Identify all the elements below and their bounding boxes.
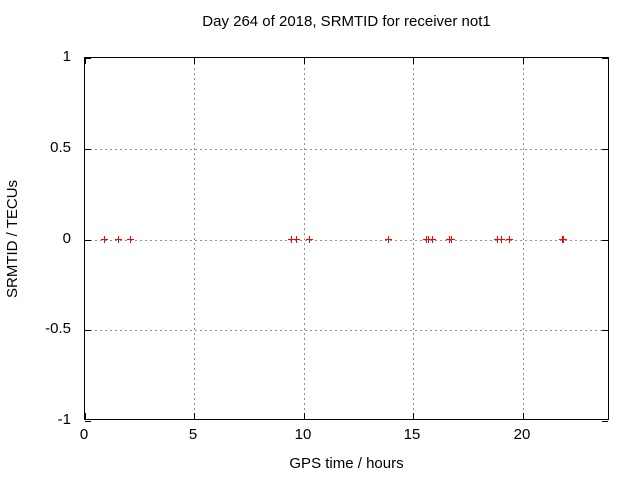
chart-title: Day 264 of 2018, SRMTID for receiver not… [202, 13, 491, 30]
data-point-marker [293, 236, 300, 243]
marker-vertical-stroke [432, 236, 433, 243]
data-point-marker [127, 236, 134, 243]
marker-vertical-stroke [309, 236, 310, 243]
plot-area [84, 57, 609, 422]
data-point-marker [115, 236, 122, 243]
y-gridline [85, 240, 608, 241]
x-tick-mark [523, 58, 524, 64]
y-gridline [85, 149, 608, 150]
data-point-marker [306, 236, 313, 243]
x-tick-mark [304, 413, 305, 419]
data-point-marker [429, 236, 436, 243]
marker-vertical-stroke [451, 236, 452, 243]
x-tick-mark [85, 58, 86, 64]
marker-vertical-stroke [428, 236, 429, 243]
y-tick-mark [602, 421, 608, 422]
y-tick-mark [85, 421, 91, 422]
y-tick-label: 0.5 [50, 139, 71, 156]
marker-vertical-stroke [118, 236, 119, 243]
y-tick-label: -0.5 [45, 320, 71, 337]
x-gridline [194, 58, 195, 419]
x-tick-mark [523, 413, 524, 419]
x-tick-label: 10 [294, 426, 312, 443]
data-point-marker [101, 236, 108, 243]
marker-vertical-stroke [497, 236, 498, 243]
marker-vertical-stroke [563, 236, 564, 243]
y-tick-label: 0 [62, 230, 71, 247]
y-tick-mark [85, 149, 91, 150]
data-point-marker [560, 236, 567, 243]
y-tick-mark [602, 58, 608, 59]
data-point-marker [385, 236, 392, 243]
y-gridline [85, 330, 608, 331]
y-tick-label: 1 [62, 48, 71, 65]
x-tick-label: 5 [188, 426, 198, 443]
y-tick-mark [85, 330, 91, 331]
x-tick-mark [194, 413, 195, 419]
y-tick-label: -1 [57, 411, 71, 428]
x-tick-mark [85, 413, 86, 419]
marker-vertical-stroke [388, 236, 389, 243]
y-tick-mark [85, 58, 91, 59]
x-tick-mark [413, 58, 414, 64]
data-point-marker [498, 236, 505, 243]
marker-vertical-stroke [291, 236, 292, 243]
marker-vertical-stroke [130, 236, 131, 243]
y-tick-mark [85, 240, 91, 241]
x-axis-title: GPS time / hours [289, 455, 404, 472]
data-point-marker [506, 236, 513, 243]
x-gridline [304, 58, 305, 419]
marker-vertical-stroke [509, 236, 510, 243]
x-tick-mark [304, 58, 305, 64]
x-gridline [523, 58, 524, 419]
data-point-marker [494, 236, 501, 243]
x-gridline [413, 58, 414, 419]
marker-vertical-stroke [296, 236, 297, 243]
x-tick-label: 15 [403, 426, 421, 443]
y-tick-mark [602, 240, 608, 241]
data-point-marker [288, 236, 295, 243]
y-tick-mark [602, 149, 608, 150]
data-point-marker [425, 236, 432, 243]
marker-vertical-stroke [501, 236, 502, 243]
data-point-marker [448, 236, 455, 243]
x-tick-label: 20 [513, 426, 531, 443]
x-tick-mark [413, 413, 414, 419]
x-tick-label: 0 [79, 426, 89, 443]
marker-vertical-stroke [104, 236, 105, 243]
y-tick-mark [602, 330, 608, 331]
x-tick-mark [194, 58, 195, 64]
